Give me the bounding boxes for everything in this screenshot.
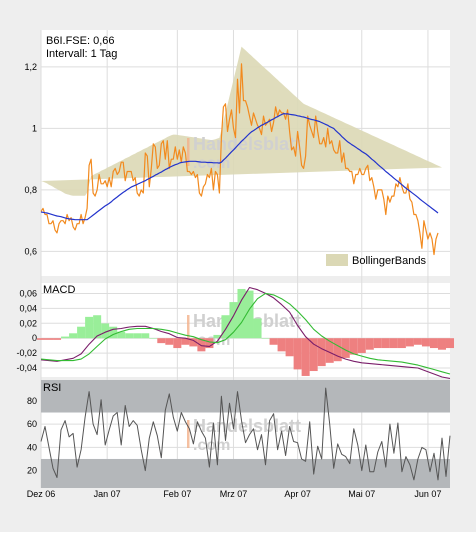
macd-histogram-bar xyxy=(61,336,70,339)
macd-histogram-bar xyxy=(69,333,78,339)
macd-histogram-bar xyxy=(365,338,374,350)
rsi-panel-title: RSI xyxy=(43,382,61,394)
macd-histogram-bar xyxy=(109,326,118,339)
macd-histogram-bar xyxy=(229,302,238,339)
y-tick-label: 0,6 xyxy=(24,246,37,256)
macd-histogram-bar xyxy=(237,288,246,339)
macd-histogram-bar xyxy=(125,333,134,339)
rsi-line xyxy=(40,387,451,481)
watermark-line1: Handelsblatt xyxy=(193,134,301,154)
macd-histogram-bar xyxy=(141,333,150,339)
macd-histogram-bar xyxy=(429,338,438,349)
macd-histogram-bar xyxy=(357,338,366,353)
macd-histogram-bar xyxy=(253,318,262,339)
macd-histogram-bar xyxy=(189,338,198,347)
header-interval: Intervall: 1 Tag xyxy=(46,48,117,60)
macd-histogram-bar xyxy=(325,338,334,363)
macd-histogram-bar xyxy=(173,338,182,349)
macd-histogram-bar xyxy=(373,338,382,349)
x-tick-label: Mrz 07 xyxy=(220,489,248,499)
y-tick-label: 0,06 xyxy=(19,288,37,298)
macd-histogram-bar xyxy=(157,338,166,344)
macd-histogram-bar xyxy=(85,316,94,339)
macd-histogram-bar xyxy=(261,338,270,339)
macd-histogram-bar xyxy=(317,338,326,367)
y-tick-label: 80 xyxy=(27,396,37,406)
macd-histogram-bar xyxy=(181,338,190,345)
y-tick-label: 0,8 xyxy=(24,185,37,195)
macd-histogram-bar xyxy=(413,338,422,345)
macd-histogram-bar xyxy=(397,338,406,349)
macd-histogram-bar xyxy=(133,333,142,339)
tick-label-layer: Dez 06 Jan 07 Feb 07 Mrz 07 Apr 07 Mai 07 Jun … xyxy=(16,62,441,499)
macd-histogram-bar xyxy=(245,290,254,339)
bollinger-middle-line xyxy=(40,112,439,221)
series-layer xyxy=(36,63,455,481)
macd-histogram-bar xyxy=(269,338,278,345)
macd-histogram-bar xyxy=(117,331,126,339)
y-tick-label: 1 xyxy=(32,123,37,133)
legend-swatch-bollinger xyxy=(326,254,348,266)
rsi-zone-layer xyxy=(41,380,450,488)
macd-histogram-bar xyxy=(389,338,398,349)
price-line xyxy=(40,63,439,256)
x-tick-label: Mai 07 xyxy=(348,489,375,499)
macd-histogram-bar xyxy=(149,338,158,339)
macd-histogram-bar xyxy=(101,323,110,339)
macd-histogram-bar xyxy=(205,338,214,349)
macd-panel-title: MACD xyxy=(43,284,75,296)
y-tick-label: 0,04 xyxy=(19,303,37,313)
macd-histogram-bar xyxy=(293,338,302,370)
macd-histogram-bar xyxy=(277,338,286,352)
watermark-bar xyxy=(187,138,190,166)
x-tick-label: Jan 07 xyxy=(94,489,121,499)
macd-histogram-bar xyxy=(221,315,230,339)
macd-histogram-bar xyxy=(45,338,54,340)
y-tick-label: -0,02 xyxy=(16,348,37,358)
x-tick-label: Jun 07 xyxy=(414,489,441,499)
macd-histogram-bar xyxy=(213,334,222,339)
y-tick-label: -0,04 xyxy=(16,363,37,373)
macd-histogram-bar xyxy=(165,338,174,345)
header-symbol: B6I.FSE: 0,66 xyxy=(46,35,114,47)
x-tick-label: Apr 07 xyxy=(284,489,311,499)
y-tick-label: 0,02 xyxy=(19,318,37,328)
macd-histogram-bar xyxy=(405,338,414,347)
rsi-zone xyxy=(41,380,450,413)
y-tick-label: 0 xyxy=(32,333,37,343)
legend: BollingerBands xyxy=(326,254,426,267)
signal-line xyxy=(40,292,451,375)
macd-histogram-bar xyxy=(285,338,294,357)
macd-histogram-bar xyxy=(341,338,350,358)
y-tick-label: 20 xyxy=(27,466,37,476)
macd-histogram-bar xyxy=(53,338,62,340)
macd-histogram-bar xyxy=(301,338,310,376)
macd-line xyxy=(40,286,451,380)
macd-histogram-bar xyxy=(437,338,446,350)
x-tick-label: Feb 07 xyxy=(163,489,191,499)
macd-histogram-bar xyxy=(309,338,318,372)
macd-histogram-bar xyxy=(333,338,342,362)
macd-histogram-bar xyxy=(77,326,86,339)
watermark-bar xyxy=(187,420,190,448)
macd-histogram-bar xyxy=(197,338,206,352)
y-tick-label: 1,2 xyxy=(24,62,37,72)
watermark-line1: Handelsblatt xyxy=(193,416,301,436)
watermark-bar xyxy=(187,315,190,343)
macd-histogram-bar xyxy=(445,338,455,349)
macd-histogram-bar xyxy=(421,338,430,347)
x-tick-label: Dez 06 xyxy=(27,489,56,499)
legend-label-bollinger: BollingerBands xyxy=(352,255,426,267)
macd-histogram-bar xyxy=(381,338,390,349)
macd-histogram-bar xyxy=(93,315,102,339)
y-tick-label: 60 xyxy=(27,419,37,429)
rsi-zone xyxy=(41,458,450,488)
macd-histogram-bar xyxy=(349,338,358,355)
y-tick-label: 40 xyxy=(27,442,37,452)
macd-histogram-bar xyxy=(36,338,46,340)
